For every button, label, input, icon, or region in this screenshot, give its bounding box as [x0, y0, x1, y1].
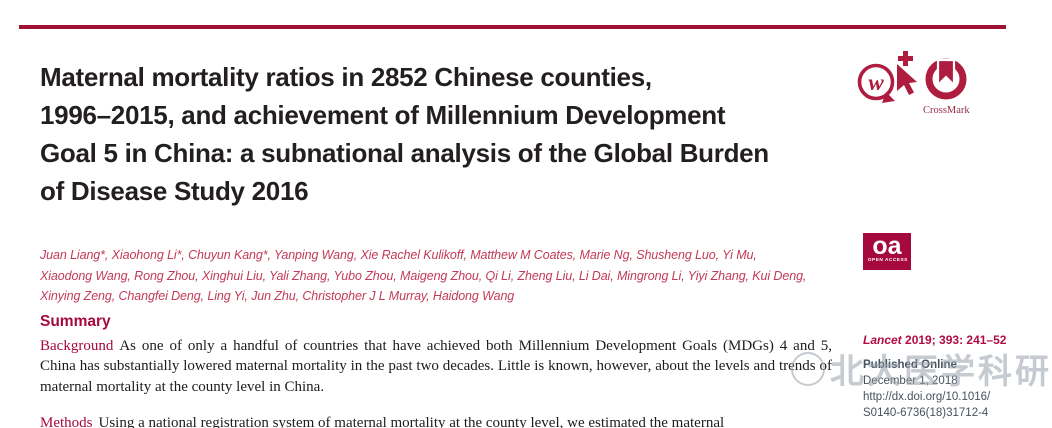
background-text: As one of only a handful of countries th…: [40, 338, 832, 395]
open-access-label: OPEN ACCESS: [867, 258, 908, 263]
page-title: Maternal mortality ratios in 2852 Chines…: [40, 58, 850, 210]
author-line: Xiaodong Wang, Rong Zhou, Xinghui Liu, Y…: [40, 268, 807, 283]
open-access-abbr: oa: [872, 232, 902, 260]
methods-label: Methods: [40, 415, 93, 428]
citation-details: 2019; 393: 241–52: [901, 333, 1007, 347]
doi-link-continued[interactable]: S0140-6736(18)31712-4: [863, 407, 989, 419]
crossmark-icon[interactable]: CrossMark: [923, 58, 970, 116]
background-label: Background: [40, 338, 114, 354]
open-access-badge: oa OPEN ACCESS: [863, 233, 911, 270]
published-online-date: December 1, 2018: [863, 375, 958, 387]
sidebar-reference-block: Lancet 2019; 393: 241–52 Published Onlin…: [863, 333, 1023, 421]
methods-text: Using a national registration system of …: [98, 415, 725, 428]
web-extra-icon: w: [856, 60, 898, 113]
author-line: Juan Liang*, Xiaohong Li*, Chuyun Kang*,…: [40, 248, 757, 262]
summary-heading: Summary: [40, 313, 111, 330]
methods-paragraph: Methods Using a national registration sys…: [40, 413, 832, 428]
title-line: 1996–2015, and achievement of Millennium…: [40, 100, 726, 130]
header-rule: [19, 25, 1006, 29]
svg-text:w: w: [868, 70, 884, 95]
cursor-plus-icon: [890, 50, 924, 105]
journal-citation: Lancet 2019; 393: 241–52: [863, 333, 1023, 347]
doi-link[interactable]: http://dx.doi.org/10.1016/: [863, 391, 991, 403]
background-paragraph: Background As one of only a handful of co…: [40, 336, 832, 397]
author-list: Juan Liang*, Xiaohong Li*, Chuyun Kang*,…: [40, 245, 850, 307]
header-icon-row: w CrossMark: [856, 50, 1006, 116]
author-line: Xinying Zeng, Changfei Deng, Ling Yi, Ju…: [40, 289, 515, 303]
journal-name: Lancet: [863, 333, 902, 347]
title-line: Maternal mortality ratios in 2852 Chines…: [40, 62, 652, 92]
title-line: Goal 5 in China: a subnational analysis …: [40, 138, 769, 168]
published-online-label: Published Online: [863, 359, 957, 371]
crossmark-label: CrossMark: [923, 105, 970, 116]
title-line: of Disease Study 2016: [40, 176, 309, 206]
